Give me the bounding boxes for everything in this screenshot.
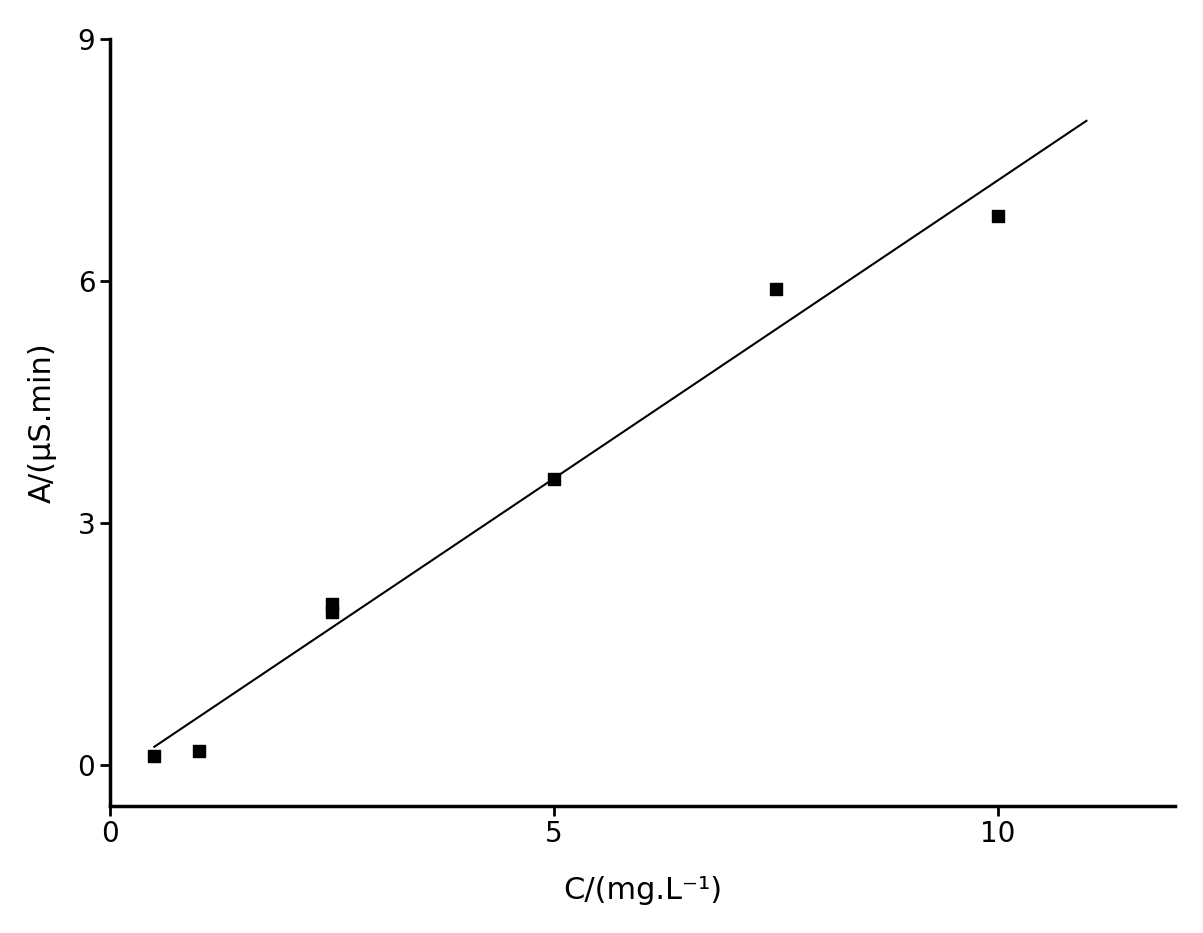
Point: [988, 209, 1007, 224]
Point: [144, 748, 164, 763]
Y-axis label: A/(μS.min): A/(μS.min): [28, 341, 57, 503]
Point: [544, 471, 563, 486]
Point: [189, 744, 208, 759]
Point: [766, 282, 786, 297]
X-axis label: C/(mg.L⁻¹): C/(mg.L⁻¹): [563, 876, 722, 905]
Point: [322, 605, 342, 620]
Point: [322, 596, 342, 611]
